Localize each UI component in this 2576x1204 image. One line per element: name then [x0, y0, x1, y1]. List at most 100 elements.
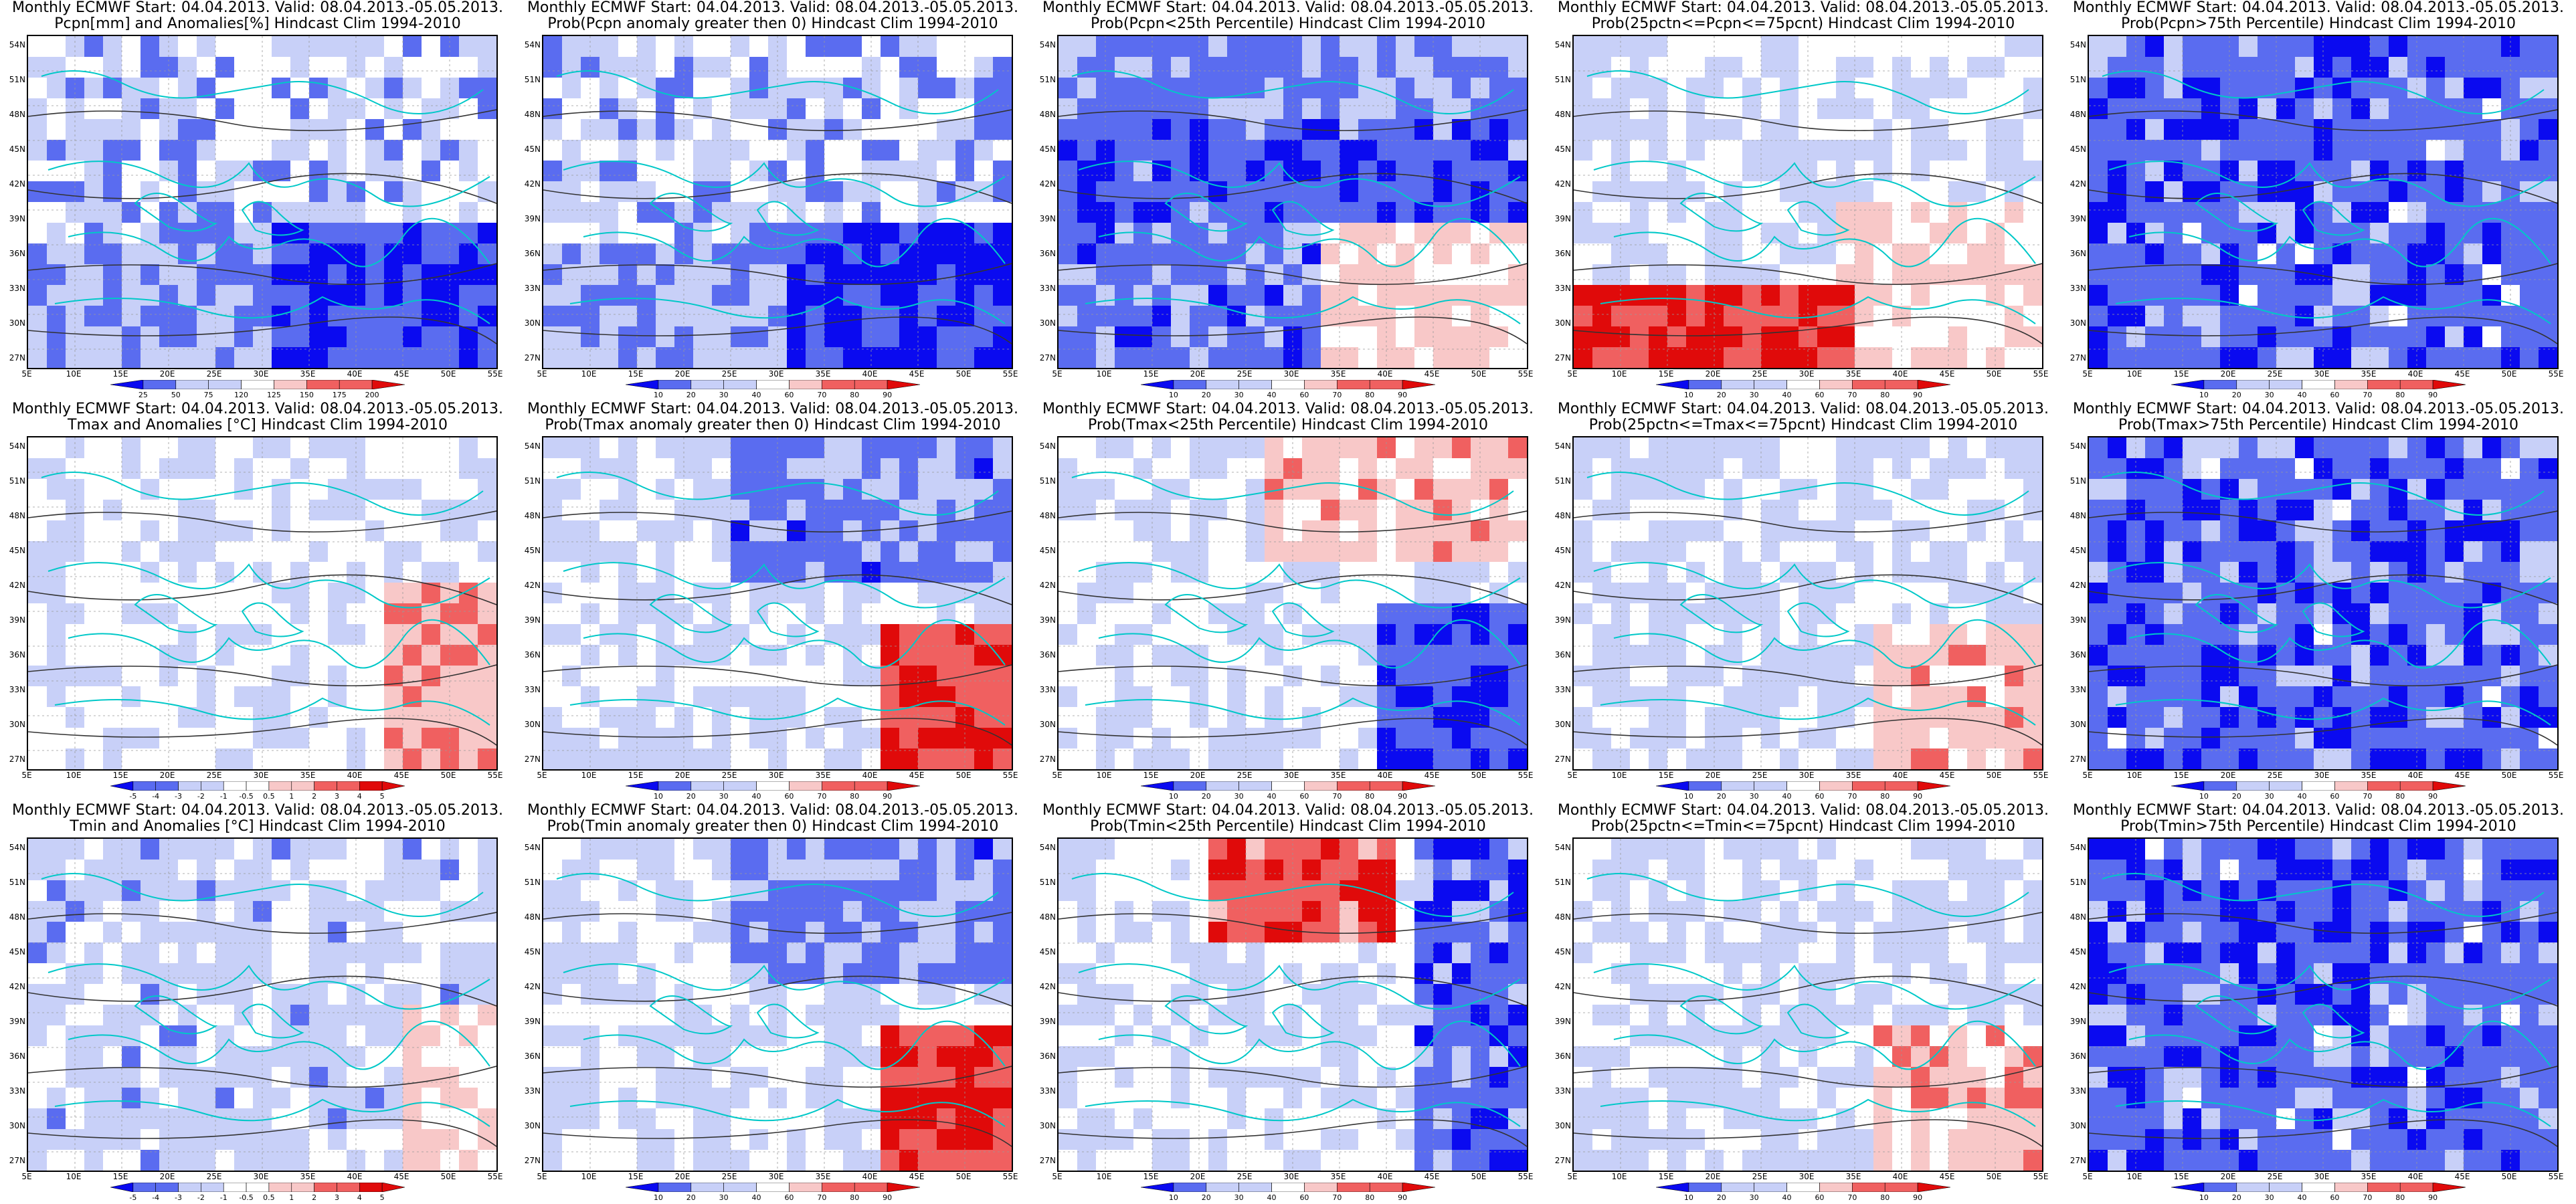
lat-label: 54N — [524, 441, 541, 451]
lat-label: 27N — [9, 353, 25, 363]
scale-tick-label: 90 — [883, 1193, 893, 1202]
scale-tick-label: 10 — [1168, 391, 1178, 399]
lon-label: 30E — [2314, 1172, 2330, 1181]
lon-label: 15E — [1658, 771, 1674, 780]
lon-label: 25E — [2267, 1172, 2283, 1181]
lat-label: 33N — [1039, 284, 1056, 293]
scale-tick-label: 0.5 — [263, 792, 275, 801]
lat-label: 42N — [9, 982, 25, 991]
lon-label: 55E — [487, 369, 503, 379]
map-panel: Monthly ECMWF Start: 04.04.2013. Valid: … — [515, 803, 1030, 1204]
lon-label: 35E — [2361, 771, 2377, 780]
map-panel: Monthly ECMWF Start: 04.04.2013. Valid: … — [1030, 401, 1546, 803]
scale-tick-label: 20 — [1201, 1193, 1211, 1202]
scale-tick-label: 70 — [817, 1193, 827, 1202]
lon-label: 40E — [1377, 369, 1393, 379]
lon-label: 30E — [1283, 771, 1299, 780]
color-scale-labels: -5 -4 -3 -2 -1 -0.5 0.5 1 2 3 4 5 — [110, 1193, 405, 1203]
lon-label: 30E — [253, 771, 269, 780]
lon-label: 30E — [768, 369, 784, 379]
lon-label: 35E — [300, 771, 316, 780]
lon-label: 45E — [909, 771, 925, 780]
lat-label: 48N — [1554, 110, 1571, 119]
lon-label: 50E — [440, 1172, 456, 1181]
lon-label: 25E — [1752, 771, 1768, 780]
lon-label: 20E — [1705, 771, 1721, 780]
panel-subtitle: Tmax and Anomalies [°C] Hindcast Clim 19… — [68, 417, 448, 433]
lon-label: 50E — [955, 771, 972, 780]
scale-tick-label: 3 — [334, 792, 339, 801]
forecast-map — [2088, 837, 2559, 1172]
lat-label: 36N — [2069, 650, 2086, 660]
lon-label: 40E — [1377, 771, 1393, 780]
lon-label: 20E — [1190, 771, 1206, 780]
lat-label: 51N — [9, 878, 25, 887]
scale-tick-label: 10 — [1168, 1193, 1178, 1202]
map-panel: Monthly ECMWF Start: 04.04.2013. Valid: … — [1546, 803, 2061, 1204]
lat-label: 45N — [1039, 144, 1056, 154]
lon-label: 40E — [862, 369, 878, 379]
lat-label: 30N — [9, 720, 25, 729]
panel-title: Monthly ECMWF Start: 04.04.2013. Valid: … — [1042, 802, 1534, 819]
scale-tick-label: 90 — [2428, 1193, 2438, 1202]
lat-label: 36N — [1039, 1051, 1056, 1061]
lat-label: 27N — [1554, 1156, 1571, 1165]
scale-tick-label: -5 — [129, 1193, 137, 1202]
lat-label: 48N — [1039, 511, 1056, 520]
color-scale-bar — [626, 380, 920, 389]
lon-label: 40E — [347, 369, 363, 379]
color-scale-bar — [626, 781, 920, 791]
map-panel: Monthly ECMWF Start: 04.04.2013. Valid: … — [0, 0, 515, 401]
lat-label: 30N — [2069, 1121, 2086, 1130]
lat-label: 54N — [9, 40, 25, 49]
lon-label: 40E — [2407, 1172, 2423, 1181]
panel-subtitle: Prob(Pcpn anomaly greater then 0) Hindca… — [547, 15, 998, 32]
lat-label: 48N — [2069, 511, 2086, 520]
lon-label: 50E — [2501, 1172, 2517, 1181]
lat-label: 42N — [1039, 179, 1056, 189]
scale-tick-label: 0.5 — [263, 1193, 275, 1202]
lat-label: 27N — [9, 1156, 25, 1165]
lon-label: 55E — [2548, 369, 2564, 379]
scale-tick-label: -2 — [197, 792, 205, 801]
scale-tick-label: 90 — [1398, 792, 1408, 801]
scale-tick-label: 30 — [1234, 792, 1244, 801]
panel-subtitle: Pcpn[mm] and Anomalies[%] Hindcast Clim … — [54, 15, 461, 32]
lon-label: 25E — [1752, 369, 1768, 379]
lon-label: 40E — [347, 771, 363, 780]
lat-label: 36N — [524, 650, 541, 660]
lat-label: 42N — [1039, 581, 1056, 590]
lon-label: 30E — [1799, 369, 1815, 379]
lon-label: 25E — [2267, 771, 2283, 780]
lat-label: 45N — [2069, 144, 2086, 154]
lon-label: 40E — [1377, 1172, 1393, 1181]
scale-tick-label: -5 — [129, 792, 137, 801]
lat-label: 30N — [2069, 318, 2086, 328]
panel-subtitle: Prob(Pcpn>75th Percentile) Hindcast Clim… — [2121, 15, 2516, 32]
lon-label: 45E — [393, 369, 409, 379]
lon-label: 25E — [721, 1172, 737, 1181]
lon-label: 20E — [2220, 771, 2236, 780]
lon-label: 50E — [1986, 1172, 2002, 1181]
lon-label: 40E — [862, 771, 878, 780]
lon-label: 45E — [1424, 1172, 1440, 1181]
scale-tick-label: 5 — [379, 1193, 385, 1202]
lat-label: 48N — [1039, 110, 1056, 119]
lon-label: 30E — [2314, 771, 2330, 780]
scale-tick-label: 60 — [784, 391, 794, 399]
forecast-map — [27, 436, 498, 771]
forecast-map — [1057, 837, 1528, 1172]
scale-tick-label: 80 — [1880, 391, 1890, 399]
scale-tick-label: 80 — [2395, 792, 2405, 801]
scale-tick-label: 10 — [653, 792, 663, 801]
lon-label: 30E — [2314, 369, 2330, 379]
lon-label: 45E — [1939, 369, 1955, 379]
lat-label: 33N — [9, 685, 25, 694]
lon-label: 5E — [21, 771, 32, 780]
scale-tick-label: 40 — [1782, 1193, 1792, 1202]
lat-label: 36N — [1039, 650, 1056, 660]
scale-tick-label: 10 — [1168, 792, 1178, 801]
lat-label: 39N — [1039, 615, 1056, 625]
scale-tick-label: 30 — [1749, 792, 1759, 801]
lat-label: 51N — [2069, 476, 2086, 486]
